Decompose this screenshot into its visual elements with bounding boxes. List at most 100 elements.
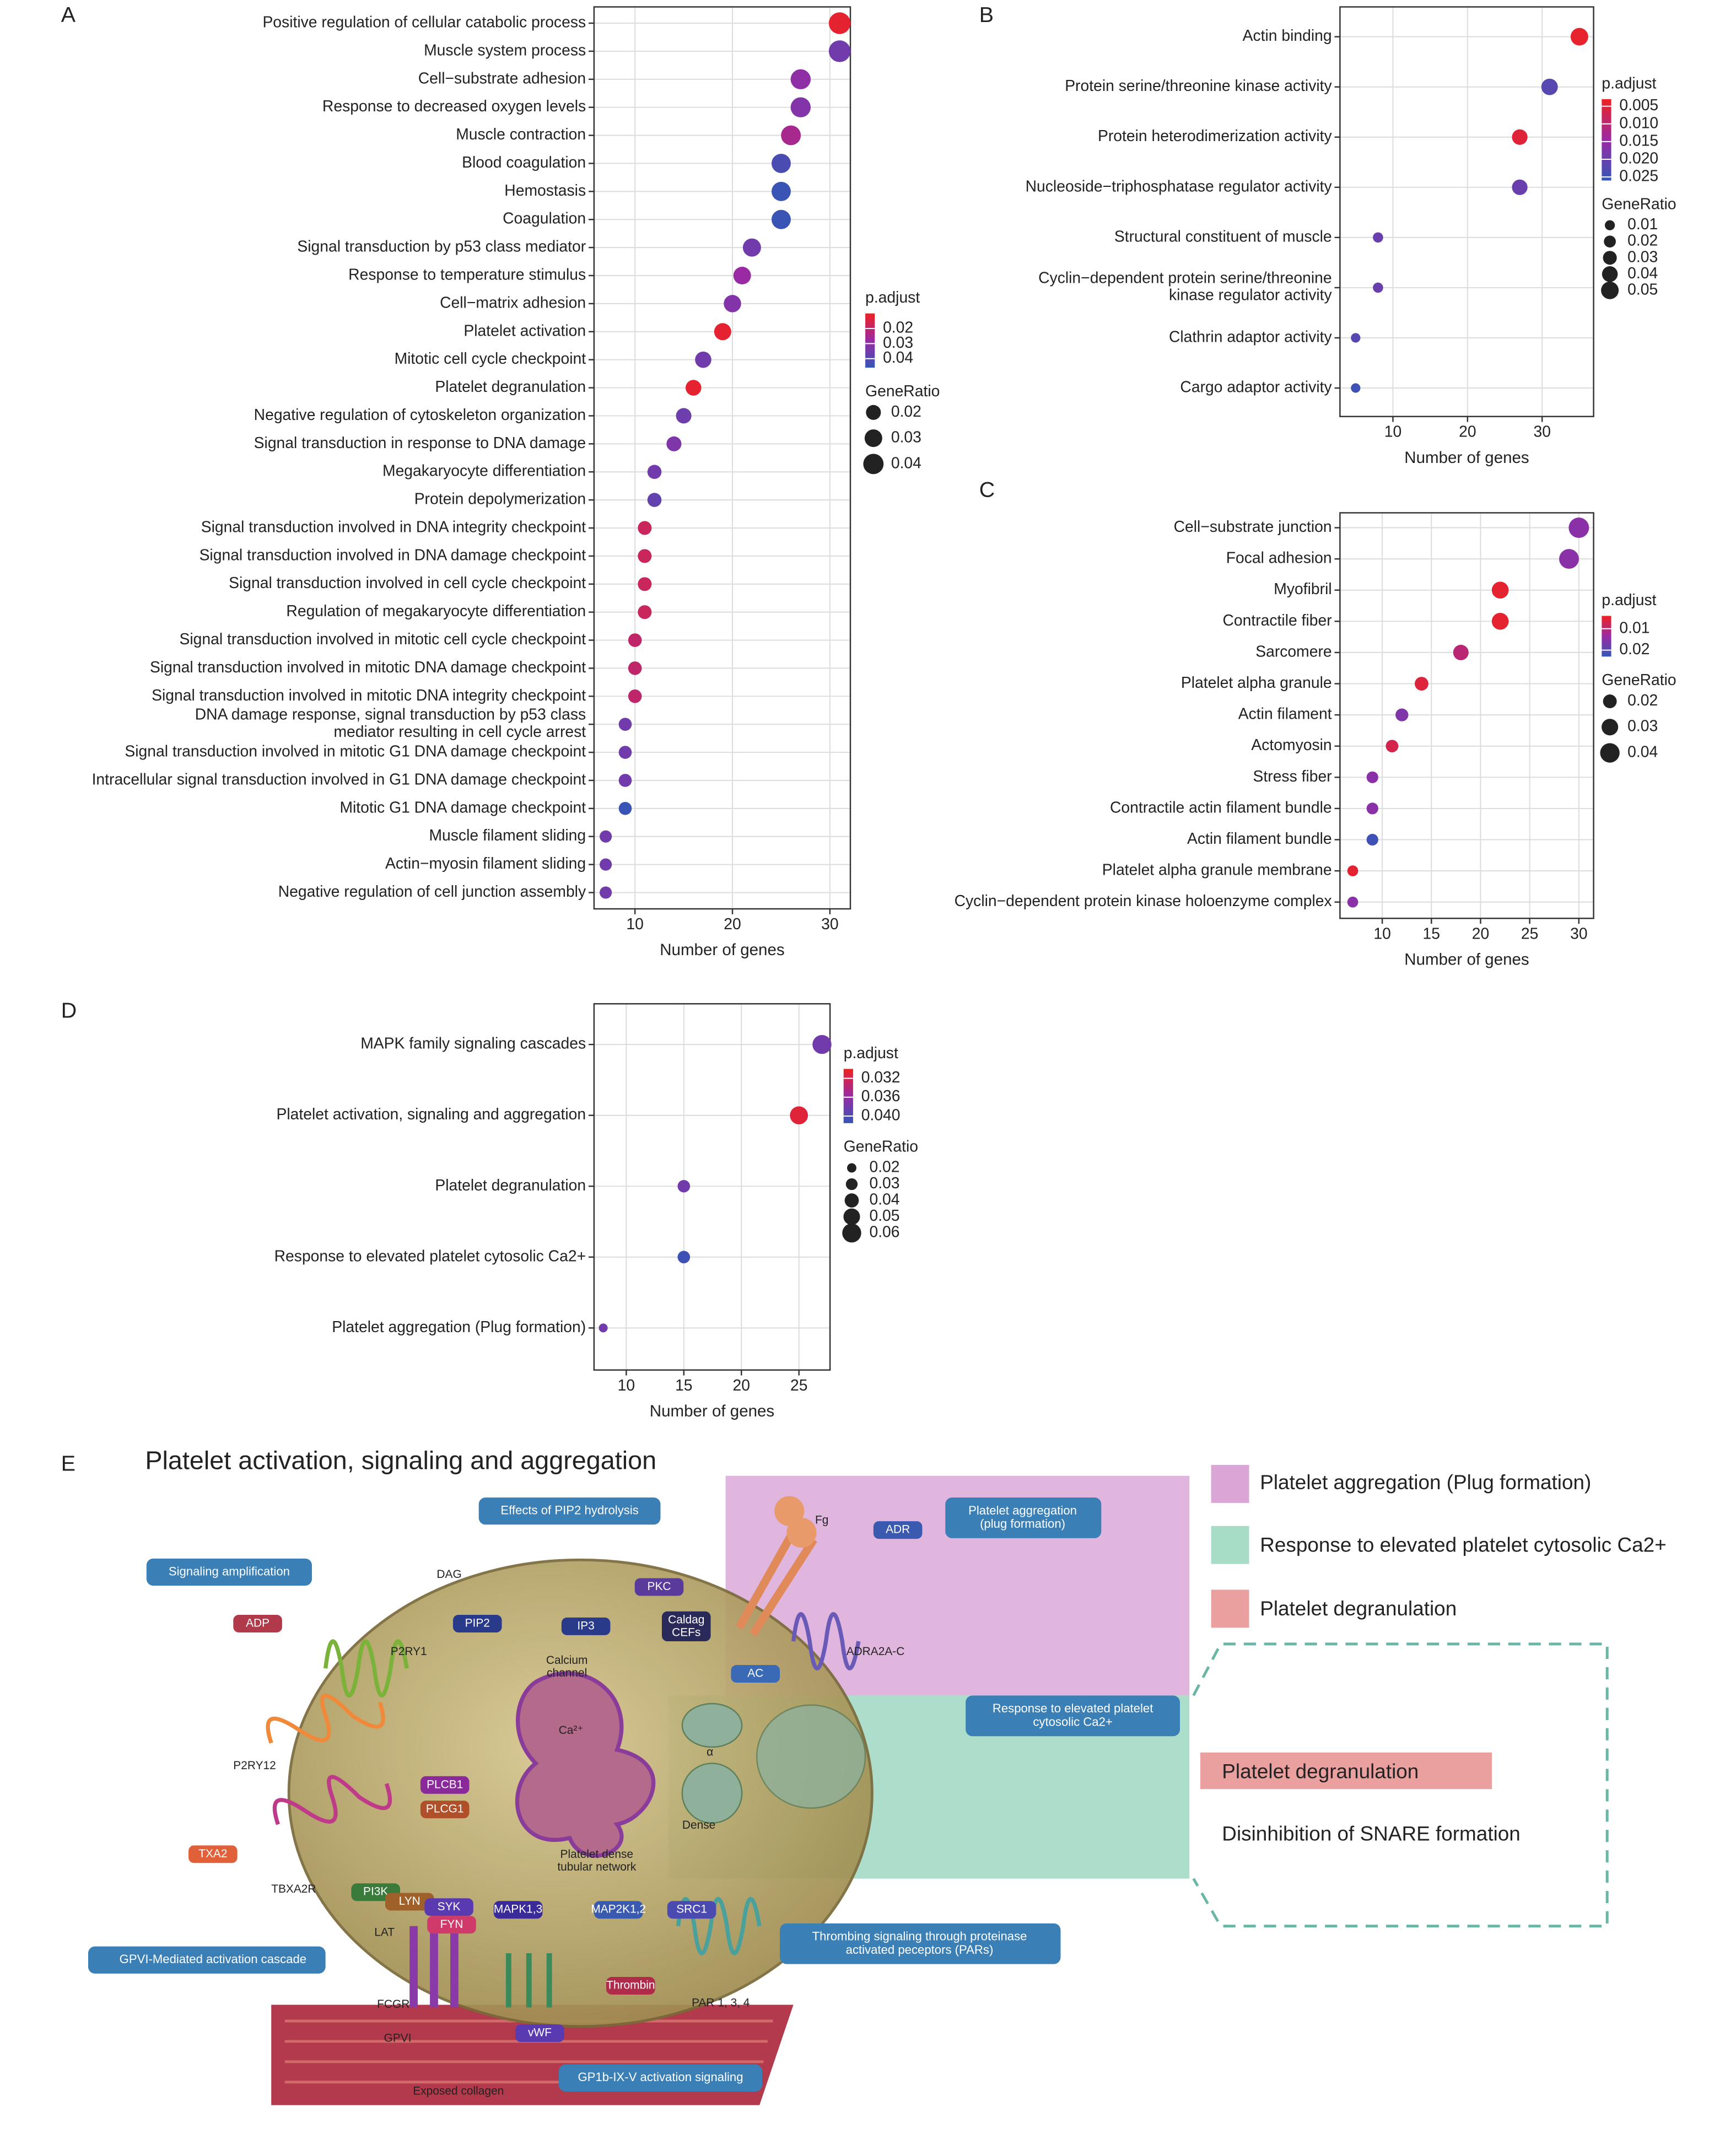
molecule [424,1898,473,1916]
y-tick-label: Response to decreased oxygen levels [322,97,586,115]
molecule-label: PLCG1 [426,1803,464,1815]
molecule-label: SRC1 [676,1903,707,1916]
colorbar-label: 0.01 [1619,618,1649,636]
y-tick-label: Signal transduction involved in mitotic … [150,658,586,676]
x-tick-label: 25 [790,1376,807,1394]
molecule-label: PIP2 [465,1616,490,1629]
y-tick-label: Stress fiber [1253,767,1332,785]
y-tick-label: Signal transduction involved in mitotic … [179,630,586,648]
y-tick-label: Contractile fiber [1222,611,1331,629]
annotation: DAG [436,1568,461,1581]
info-box-label: Response to elevated platelet cytosolic C… [993,1701,1153,1728]
annotation: TBXA2R [271,1883,316,1895]
dot [1541,78,1558,95]
dot [1512,129,1528,145]
molecule-label: IP3 [577,1619,594,1632]
y-tick-label: Structural constituent of muscle [1114,227,1332,245]
dot [1373,282,1383,293]
annotation: Platelet dense tubular network [557,1848,636,1873]
dot [628,661,642,675]
y-tick-label: Cell−substrate adhesion [418,69,586,87]
size-key [843,1208,860,1225]
y-tick-label: Signal transduction involved in DNA inte… [201,518,586,535]
dot [781,125,801,146]
y-tick-label: Mitotic G1 DNA damage checkpoint [339,798,586,816]
size-key-label: 0.06 [869,1223,899,1241]
dot [790,1106,808,1125]
y-tick-label: Protein heterodimerization activity [1098,127,1332,144]
size-key-label: 0.05 [1627,280,1658,298]
info-box [88,1946,326,1974]
plot-area [1340,513,1594,919]
dot [1568,518,1589,538]
dot [1570,28,1588,46]
size-key-label: 0.03 [1627,717,1658,735]
molecule [515,2024,564,2043]
x-tick-label: 20 [724,915,741,933]
molecule-label: PLCB1 [427,1778,463,1791]
snare-label: Disinhibition of SNARE formation [1222,1823,1521,1845]
legend-label: Response to elevated platelet cytosolic … [1260,1533,1667,1556]
colorbar-label: 0.010 [1619,114,1658,131]
y-tick-label: Cell−substrate junction [1174,518,1332,535]
annotation: Ca²⁺ [559,1724,584,1737]
size-key [844,1193,859,1208]
y-tick-label: Actin−myosin filament sliding [385,854,586,872]
annotation: Exposed collagen [413,2085,504,2098]
y-tick-label: Regulation of megakaryocyte differentiat… [286,602,586,619]
annotations: P2RY1 P2RY12 TBXA2R DAG Calcium channel C… [233,1513,904,2097]
legend-label: Platelet degranulation [1260,1597,1457,1620]
size-key-label: 0.02 [869,1158,899,1176]
molecule [561,1617,611,1635]
size-key [1602,719,1619,736]
dot [724,295,741,312]
y-tick-label: Actin filament [1238,705,1332,723]
legend-swatch [1211,1526,1249,1564]
size-key [1604,235,1616,248]
dot [638,549,652,563]
x-tick-label: 10 [618,1376,635,1394]
molecule [188,1845,238,1863]
dot [1347,896,1358,908]
y-tick-label: Positive regulation of cellular cataboli… [262,13,586,31]
y-tick-label: Cell−matrix adhesion [440,293,586,311]
molecule-label: Caldag CEFs [668,1613,704,1639]
y-tick-label: Blood coagulation [462,153,586,171]
dot [618,802,632,815]
annotation: P2RY12 [233,1759,276,1772]
y-tick-label: Actin binding [1243,26,1332,44]
molecule-label: TXA2 [198,1847,227,1860]
dot [1351,383,1361,393]
annotation: LAT [374,1926,395,1939]
annotation: PAR 1, 3, 4 [692,1997,750,2009]
dense-granule [681,1763,743,1824]
dot [600,830,612,843]
panel-label: A [61,3,76,27]
dot [1351,333,1361,343]
y-tick-label: Intracellular signal transduction involv… [92,770,586,788]
plot-area [594,1004,831,1370]
dot [677,1179,691,1193]
legend-title: GeneRatio [844,1138,918,1155]
annotation: Calcium channel [546,1654,588,1679]
size-key-label: 0.04 [869,1190,899,1208]
info-box [478,1497,661,1525]
molecule-label: LYN [399,1895,420,1907]
dot [638,521,652,535]
info-box [945,1497,1102,1538]
x-tick-label: 30 [821,915,838,933]
colorbar-label: 0.04 [883,348,913,366]
molecule-label: vWF [528,2027,552,2039]
dot [771,153,791,173]
molecule [661,1611,711,1641]
legend-label: Platelet aggregation (Plug formation) [1260,1471,1591,1494]
dot [1373,232,1383,243]
x-tick-label: 30 [1570,924,1587,942]
colorbar-label: 0.03 [883,333,913,351]
colorbar-label: 0.015 [1619,131,1658,149]
info-box [558,2064,763,2092]
dot [676,408,692,424]
y-tick-label: Muscle filament sliding [429,826,586,844]
plot-frame [593,6,851,910]
